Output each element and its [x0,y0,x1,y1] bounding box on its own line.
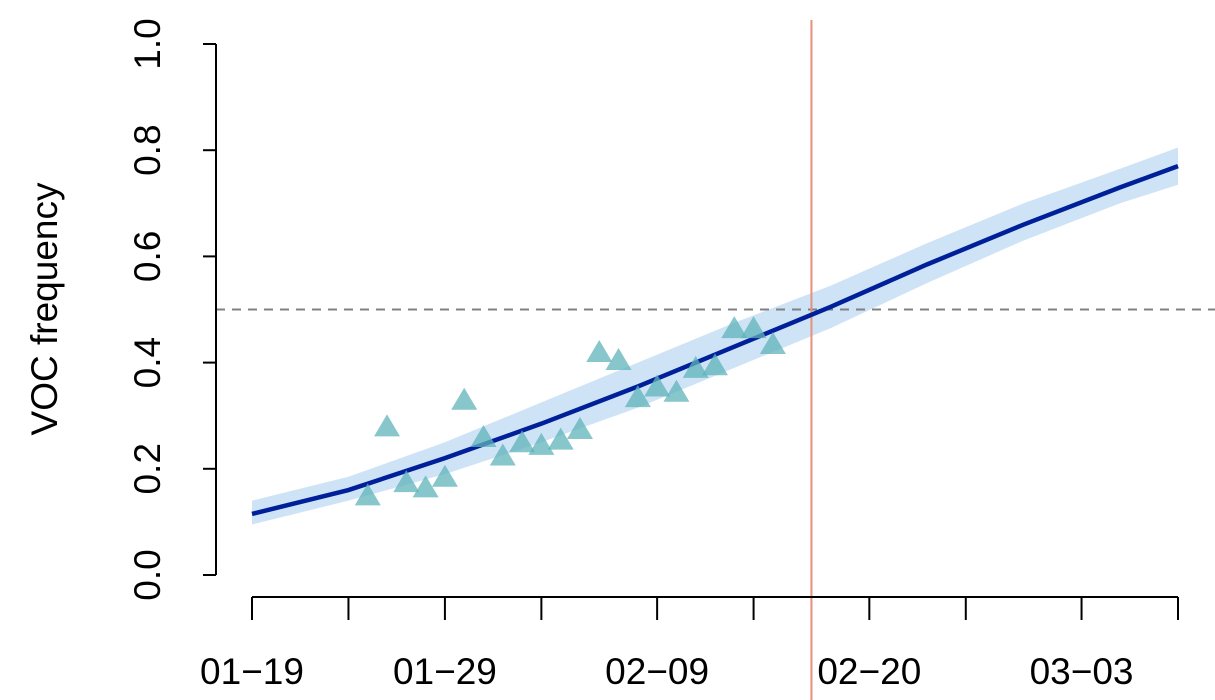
x-tick-label: 01−29 [393,651,497,692]
confidence-band [252,147,1178,525]
data-point [431,464,458,487]
confidence-band-layer [252,147,1178,525]
data-point [702,353,728,376]
fit-line [251,164,1179,517]
y-tick-label: 0.0 [127,549,168,600]
data-point [759,332,786,355]
y-tick-label: 0.4 [127,337,168,388]
y-axis-title: VOC frequency [24,182,65,435]
data-point [412,475,439,498]
y-tick-label: 0.8 [127,124,168,175]
data-point [489,443,516,466]
x-tick-label: 02−20 [817,651,921,692]
data-point [374,414,401,437]
data-point [644,374,671,397]
data-point [721,316,748,339]
reference-lines-layer [216,20,1215,700]
data-point [393,470,420,493]
data-point [566,416,593,439]
y-axis: 0.0 0.2 0.4 0.6 0.8 1.0 [127,18,217,601]
x-tick-label: 03−03 [1030,651,1134,692]
data-point [470,424,497,447]
data-point [682,355,709,378]
y-tick-label: 0.6 [127,231,168,282]
data-point [547,427,574,450]
data-point [605,347,632,370]
fit-line-layer [251,164,1179,517]
data-point [509,430,536,453]
points-layer [354,316,786,506]
data-point [624,385,651,408]
x-tick-label: 01−19 [200,651,304,692]
x-axis: 01−19 01−29 02−09 02−20 03−03 [200,596,1179,692]
data-point [740,316,767,339]
data-point [354,483,381,506]
data-point [586,339,613,362]
y-tick-label: 0.2 [127,443,168,494]
data-point [663,379,690,402]
y-tick-label: 1.0 [127,18,168,69]
x-tick-label: 02−09 [605,651,709,692]
data-point [451,387,478,410]
